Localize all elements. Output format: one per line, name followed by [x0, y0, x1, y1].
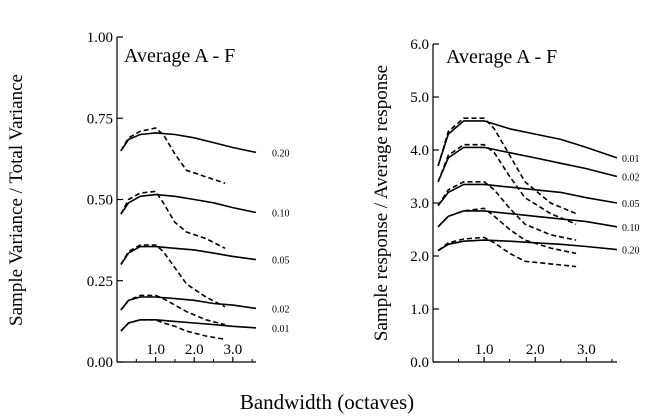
panel-title: Average A - F	[446, 46, 557, 68]
series-line-dashed	[437, 181, 577, 241]
x-tick-label: 1.0	[146, 342, 165, 358]
series-line-solid	[120, 296, 257, 311]
y-tick-label: 0.75	[87, 111, 113, 127]
series-label: 0.05	[272, 256, 290, 267]
y-tick-label: 1.0	[410, 302, 429, 318]
x-tick-label: 3.0	[223, 342, 242, 358]
y-tick-label: 5.0	[410, 90, 429, 106]
x-tick-label: 2.0	[526, 342, 545, 358]
series-label: 0.10	[272, 209, 290, 220]
series-label: 0.10	[622, 223, 640, 234]
y-tick-label: 0.25	[87, 274, 113, 290]
y-axis-label: Sample Variance / Total Variance	[6, 74, 27, 326]
y-tick-label: 3.0	[410, 196, 429, 212]
series-line-dashed	[120, 294, 226, 326]
chart-panel-variance: 0.00 0.25 0.50 0.75 1.00 1.0 2.0 3.0 Sample Vari…	[6, 30, 290, 371]
series-line-solid	[437, 183, 618, 207]
y-tick-label: 0.50	[87, 193, 113, 209]
y-tick-label: 2.0	[410, 249, 429, 265]
y-tick-label: 6.0	[410, 37, 429, 53]
series-line-solid	[120, 245, 257, 265]
series-line-dashed	[437, 236, 577, 268]
panel-title: Average A - F	[124, 45, 235, 67]
series-line-dashed	[437, 117, 577, 215]
series-label: 0.02	[272, 304, 290, 315]
series-label: 0.01	[622, 154, 640, 165]
series-line-solid	[437, 146, 618, 183]
series-label: 0.20	[272, 148, 290, 159]
series-line-solid	[120, 193, 257, 215]
y-tick-label: 1.00	[87, 30, 113, 46]
series-line-solid	[437, 210, 618, 228]
series-line-solid	[437, 120, 618, 167]
series-label: 0.20	[622, 246, 640, 257]
series-line-dashed	[120, 319, 226, 341]
x-tick-label: 2.0	[185, 342, 204, 358]
series-label: 0.02	[622, 173, 640, 184]
series-label: 0.05	[622, 199, 640, 210]
series-line-dashed	[437, 207, 577, 255]
series-line-solid	[120, 319, 257, 332]
series-label: 0.01	[272, 324, 290, 335]
x-tick-label: 1.0	[475, 342, 494, 358]
y-tick-label: 0.00	[87, 355, 113, 371]
y-tick-label: 4.0	[410, 143, 429, 159]
series-line-dashed	[120, 190, 226, 250]
series-line-solid	[120, 132, 257, 154]
x-tick-label: 3.0	[577, 342, 596, 358]
series-line-dashed	[120, 244, 226, 308]
figure-x-axis-label: Bandwidth (octaves)	[240, 390, 414, 414]
series-line-solid	[437, 239, 618, 252]
y-axis-label: Sample response / Average response	[371, 65, 392, 341]
series-line-dashed	[120, 127, 226, 184]
series-line-dashed	[437, 143, 577, 225]
y-tick-label: 0.0	[410, 355, 429, 371]
chart-panel-response: 0.0 1.0 2.0 3.0 4.0 5.0 6.0 1.0 2.0 3.0 Sample res…	[371, 37, 640, 371]
